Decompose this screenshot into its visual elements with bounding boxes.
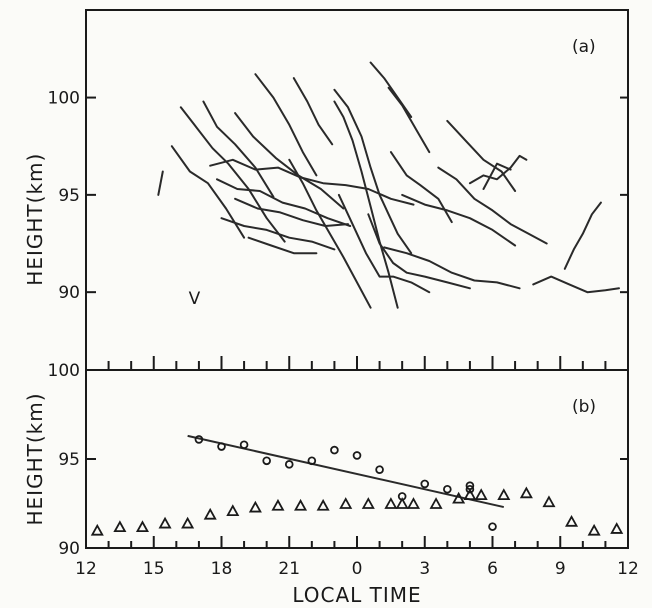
triangle-point [361, 497, 375, 509]
circle-point [375, 465, 384, 474]
height-trace-8 [220, 217, 336, 251]
height-trace-26 [563, 201, 602, 270]
height-trace-4 [254, 73, 318, 177]
triangle-point [294, 498, 308, 511]
triangle-point [90, 523, 104, 536]
triangle-point [587, 523, 601, 536]
triangle-point [519, 486, 533, 499]
height-trace-3 [234, 112, 345, 210]
circle-point [262, 456, 271, 466]
triangle-point [339, 497, 353, 509]
circle-point [217, 442, 226, 451]
panel-a-y-tick-label: 100 [48, 89, 80, 109]
triangle-point [181, 516, 195, 529]
height-trace-9 [247, 236, 318, 255]
triangle-point [452, 491, 466, 504]
panel-b-label: (b) [572, 397, 596, 417]
x-tick-label: 6 [487, 559, 498, 579]
triangle-point [474, 488, 488, 501]
height-trace-11 [288, 158, 372, 309]
triangle-point [248, 500, 262, 513]
circle-point [443, 484, 452, 494]
triangle-point [610, 522, 624, 534]
triangle-point [463, 488, 477, 501]
panel-a-y-axis-title: HEIGHT(km) [23, 153, 47, 286]
triangle-point [384, 497, 398, 509]
x-tick-label: 15 [143, 559, 165, 579]
height-trace-0 [179, 106, 286, 243]
panel-b-y-tick-label: 90 [58, 539, 80, 559]
height-trace-1 [170, 145, 246, 239]
panel-a-y-tick-label: 90 [58, 283, 80, 303]
circle-point [330, 445, 339, 455]
height-trace-24 [482, 162, 512, 190]
height-trace-25 [532, 275, 620, 294]
circle-point [239, 440, 249, 450]
circle-point [420, 479, 430, 489]
panel-b-y-tick-label: 95 [58, 450, 80, 470]
x-tick-label: 12 [617, 559, 639, 579]
height-trace-23 [468, 154, 528, 185]
triangle-point [226, 504, 240, 517]
triangle-point [203, 507, 217, 520]
trend-line [187, 434, 505, 509]
circle-point [284, 460, 294, 469]
circle-point [352, 451, 362, 460]
x-tick-label: 0 [352, 559, 363, 579]
height-trace-14 [383, 246, 521, 290]
x-tick-label: 9 [555, 559, 566, 579]
panel-b-y-tick-label: 100 [48, 361, 80, 381]
shared-axis: 12 15 18 21 0 3 6 9 12 LOCAL TIME [75, 559, 639, 607]
height-trace-2 [202, 100, 275, 198]
triangle-point [113, 520, 127, 533]
height-trace-19 [389, 151, 453, 224]
height-trace-7 [216, 178, 352, 227]
triangle-point [497, 488, 511, 501]
panel-a-label: (a) [572, 37, 596, 57]
triangle-point [395, 497, 409, 509]
triangle-point [429, 497, 443, 509]
triangle-point [565, 514, 579, 527]
panel-a-frame [85, 9, 629, 371]
height-trace-5 [292, 77, 334, 146]
annotation-v: V [189, 289, 201, 309]
height-trace-21 [446, 119, 517, 192]
triangle-point [271, 498, 285, 511]
x-tick-label: 18 [211, 559, 233, 579]
height-trace-15 [333, 100, 399, 309]
x-tick-label: 3 [419, 559, 430, 579]
triangle-point [158, 516, 172, 529]
x-axis-title: LOCAL TIME [292, 583, 421, 607]
circle-point [488, 522, 497, 531]
height-trace-10 [234, 197, 349, 227]
panel-b: 90 95 100 (b) HEIGHT(km) [23, 361, 629, 559]
height-trace-20 [401, 193, 517, 247]
panel-a: 90 95 100 (a) V HEIGHT(km) [23, 9, 629, 371]
triangle-point [316, 498, 330, 511]
triangle-point [406, 497, 420, 509]
height-trace-27 [157, 170, 164, 196]
x-tick-label: 12 [75, 559, 97, 579]
x-tick-label: 21 [278, 559, 300, 579]
triangle-point [542, 495, 556, 508]
panel-b-y-axis-title: HEIGHT(km) [23, 393, 47, 526]
circle-point [465, 484, 475, 494]
circle-point [307, 456, 317, 466]
triangle-point [135, 520, 149, 533]
panel-a-y-tick-label: 95 [58, 186, 80, 206]
height-trace-16 [333, 88, 413, 255]
circle-point [194, 435, 204, 444]
height-trace-18 [387, 86, 431, 154]
height-trace-22 [437, 166, 548, 245]
height-trace-12 [337, 193, 431, 294]
